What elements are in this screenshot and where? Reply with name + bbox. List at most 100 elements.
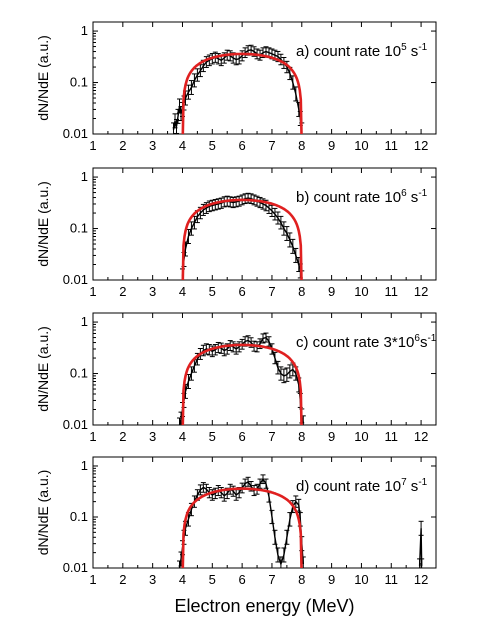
x-tick-label: 11 bbox=[385, 429, 399, 444]
x-tick-label: 2 bbox=[119, 572, 126, 587]
y-tick-label: 0.01 bbox=[63, 126, 88, 141]
x-tick-label: 4 bbox=[179, 138, 186, 153]
x-tick-label: 12 bbox=[414, 284, 428, 299]
x-tick-label: 2 bbox=[119, 429, 126, 444]
plot-area bbox=[176, 474, 425, 568]
x-tick-label: 9 bbox=[328, 572, 335, 587]
x-tick-label: 12 bbox=[414, 138, 428, 153]
x-tick-label: 4 bbox=[179, 572, 186, 587]
panel-annotation: a) count rate 105 s-1 bbox=[296, 42, 428, 60]
panel-annotation: d) count rate 107 s-1 bbox=[296, 477, 428, 495]
x-tick-label: 4 bbox=[179, 284, 186, 299]
y-tick-label: 0.1 bbox=[70, 75, 88, 90]
plot-area bbox=[176, 332, 306, 425]
fit-curve bbox=[181, 343, 303, 425]
plot-area bbox=[179, 192, 305, 280]
fit-curve bbox=[181, 198, 303, 280]
x-tick-label: 8 bbox=[298, 572, 305, 587]
x-tick-label: 8 bbox=[298, 138, 305, 153]
annotation-exponent: 6 bbox=[401, 188, 407, 199]
y-axis-label: dN/NdE (a.u.) bbox=[35, 181, 51, 267]
x-tick-label: 1 bbox=[89, 429, 96, 444]
x-tick-label: 2 bbox=[119, 138, 126, 153]
fit-curve bbox=[181, 52, 303, 134]
x-tick-label: 9 bbox=[328, 284, 335, 299]
x-tick-label: 6 bbox=[239, 284, 246, 299]
x-tick-label: 5 bbox=[209, 284, 216, 299]
y-tick-label: 0.01 bbox=[63, 417, 88, 432]
data-series-line bbox=[178, 477, 304, 568]
annotation-unit: s bbox=[420, 334, 428, 351]
annotation-unit: s bbox=[407, 189, 419, 206]
x-tick-label: 3 bbox=[149, 284, 156, 299]
y-tick-label: 1 bbox=[81, 23, 88, 38]
x-tick-label: 10 bbox=[354, 138, 368, 153]
x-tick-label: 10 bbox=[354, 572, 368, 587]
x-tick-label: 3 bbox=[149, 429, 156, 444]
plot-frame bbox=[92, 167, 437, 281]
annotation-exponent: 6 bbox=[414, 333, 420, 344]
annotation-exponent: 5 bbox=[401, 42, 407, 53]
x-tick-label: 6 bbox=[239, 138, 246, 153]
panel-annotation: c) count rate 3*106s-1 bbox=[296, 333, 437, 351]
x-tick-label: 8 bbox=[298, 429, 305, 444]
fit-curve bbox=[181, 487, 303, 568]
y-tick-label: 0.01 bbox=[63, 560, 88, 575]
annotation-unit-exponent: -1 bbox=[418, 477, 427, 488]
x-tick-label: 8 bbox=[298, 284, 305, 299]
x-tick-label: 3 bbox=[149, 572, 156, 587]
x-tick-label: 7 bbox=[268, 138, 275, 153]
annotation-unit: s bbox=[407, 43, 419, 60]
x-tick-label: 1 bbox=[89, 572, 96, 587]
annotation-unit-exponent: -1 bbox=[418, 42, 427, 53]
x-tick-label: 11 bbox=[385, 572, 399, 587]
y-tick-label: 1 bbox=[81, 314, 88, 329]
x-tick-label: 10 bbox=[354, 429, 368, 444]
annotation-text: d) count rate 10 bbox=[296, 478, 401, 495]
y-tick-label: 1 bbox=[81, 458, 88, 473]
x-tick-label: 2 bbox=[119, 284, 126, 299]
x-tick-label: 11 bbox=[385, 284, 399, 299]
x-tick-label: 12 bbox=[414, 429, 428, 444]
annotation-text: c) count rate 3*10 bbox=[296, 334, 414, 351]
annotation-exponent: 7 bbox=[401, 477, 407, 488]
x-tick-label: 12 bbox=[414, 572, 428, 587]
y-axis-label: dN/NdE (a.u.) bbox=[35, 35, 51, 121]
annotation-unit-exponent: -1 bbox=[427, 333, 436, 344]
x-tick-label: 6 bbox=[239, 429, 246, 444]
y-axis-label: dN/NdE (a.u.) bbox=[35, 326, 51, 412]
plot-frame bbox=[92, 456, 437, 569]
x-tick-label: 9 bbox=[328, 429, 335, 444]
x-tick-label: 10 bbox=[354, 284, 368, 299]
y-tick-label: 0.01 bbox=[63, 272, 88, 287]
x-tick-label: 3 bbox=[149, 138, 156, 153]
x-axis-label: Electron energy (MeV) bbox=[174, 596, 354, 616]
x-tick-label: 5 bbox=[209, 138, 216, 153]
x-tick-label: 4 bbox=[179, 429, 186, 444]
y-axis-label: dN/NdE (a.u.) bbox=[35, 470, 51, 556]
plot-area bbox=[171, 44, 305, 134]
x-tick-label: 9 bbox=[328, 138, 335, 153]
annotation-text: a) count rate 10 bbox=[296, 43, 401, 60]
x-tick-label: 5 bbox=[209, 572, 216, 587]
x-tick-label: 11 bbox=[385, 138, 399, 153]
panel-annotation: b) count rate 106 s-1 bbox=[296, 188, 428, 206]
annotation-text: b) count rate 10 bbox=[296, 189, 401, 206]
x-tick-label: 7 bbox=[268, 284, 275, 299]
x-tick-label: 1 bbox=[89, 138, 96, 153]
y-tick-label: 0.1 bbox=[70, 509, 88, 524]
y-tick-label: 1 bbox=[81, 169, 88, 184]
x-tick-label: 7 bbox=[268, 572, 275, 587]
x-tick-label: 5 bbox=[209, 429, 216, 444]
annotation-unit: s bbox=[407, 478, 419, 495]
plot-frame bbox=[92, 21, 437, 135]
plot-frame bbox=[92, 312, 437, 426]
x-tick-label: 7 bbox=[268, 429, 275, 444]
y-tick-label: 0.1 bbox=[70, 366, 88, 381]
x-tick-label: 6 bbox=[239, 572, 246, 587]
